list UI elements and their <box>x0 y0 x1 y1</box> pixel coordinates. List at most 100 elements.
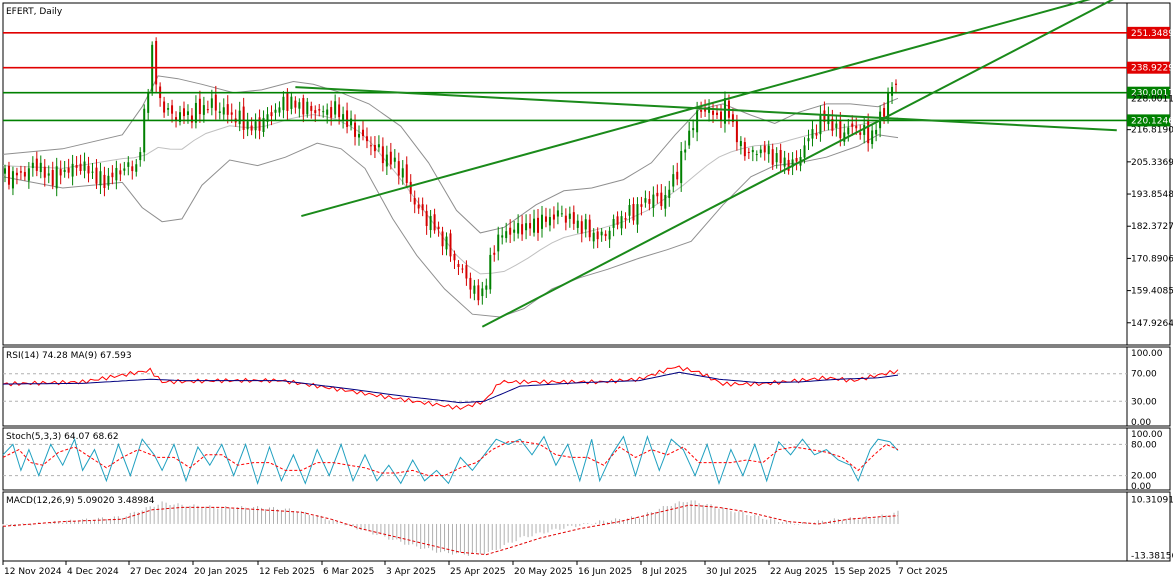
candle-body <box>596 231 599 240</box>
candle-body <box>202 105 205 115</box>
stoch-k-line <box>2 434 899 486</box>
candle-body <box>668 189 671 199</box>
candle-body <box>883 108 886 117</box>
candle-body <box>644 198 647 203</box>
price-panel: EFERT, Daily 216.8190 205.3369 193.8548 182.… <box>2 0 1173 346</box>
candle-body <box>123 168 126 171</box>
candle-body <box>75 165 78 168</box>
candle-body <box>676 171 679 180</box>
y-tick-label: 170.8906 <box>1131 254 1173 264</box>
y-tick-label: 159.4085 <box>1131 287 1173 297</box>
candle-body <box>186 111 189 115</box>
candle-body <box>576 220 579 228</box>
candle-body <box>525 223 528 231</box>
lower-bollinger-band <box>2 134 899 318</box>
candle-body <box>564 215 567 223</box>
candle-body <box>835 123 838 128</box>
macd-signal-line <box>2 504 899 556</box>
candle-body <box>369 145 372 147</box>
candle-body <box>608 230 611 240</box>
price-level-tag <box>1127 61 1170 74</box>
candle-body <box>743 142 746 157</box>
candle-body <box>815 133 818 136</box>
x-tick-label: 30 Jul 2025 <box>706 567 757 577</box>
candle-body <box>863 124 866 135</box>
candle-body <box>155 40 158 85</box>
candle-body <box>847 127 850 135</box>
candle-body <box>258 117 261 131</box>
candle-body <box>684 149 687 153</box>
candle-body <box>568 213 571 219</box>
candle-body <box>696 110 699 133</box>
candle-body <box>588 219 591 238</box>
panel-title: MACD(12,26,9) 5.09020 3.48984 <box>6 496 155 506</box>
candle-body <box>497 234 500 252</box>
candle-body <box>895 83 898 85</box>
candle-body <box>739 141 742 147</box>
candle-body <box>509 227 512 235</box>
candle-body <box>529 223 532 229</box>
x-tick-label: 15 Sep 2025 <box>834 567 891 577</box>
candle-body <box>624 218 627 220</box>
candle-body <box>226 104 229 115</box>
macd-panel: MACD(12,26,9) 5.09020 3.48984 10.31091 -13… <box>2 491 1173 562</box>
candle-body <box>43 166 46 178</box>
candle-body <box>298 102 301 109</box>
candle-body <box>111 172 114 178</box>
candle-body <box>35 158 38 171</box>
candle-body <box>457 263 460 268</box>
candle-body <box>55 166 58 189</box>
macd-tick-label: 10.31091 <box>1131 496 1173 506</box>
candle-body <box>254 121 257 131</box>
stoch-tick-label: 100.00 <box>1131 430 1163 440</box>
candle-body <box>731 114 734 123</box>
candle-body <box>302 98 305 115</box>
candle-body <box>385 154 388 167</box>
candle-body <box>636 204 639 225</box>
candle-body <box>365 136 368 142</box>
rsi-line <box>2 365 899 410</box>
candle-body <box>31 162 34 169</box>
x-tick-label: 20 Jan 2025 <box>194 567 248 577</box>
candle-body <box>282 96 285 111</box>
candle-body <box>143 108 146 153</box>
candle-body <box>27 168 30 181</box>
candle-body <box>640 204 643 207</box>
candle-body <box>763 145 766 153</box>
candle-body <box>489 254 492 290</box>
candle-body <box>314 110 317 114</box>
candle-body <box>79 163 82 172</box>
candle-body <box>182 108 185 117</box>
trendline <box>301 0 1091 218</box>
candle-body <box>843 132 846 142</box>
candle-body <box>600 231 603 236</box>
candle-body <box>238 110 241 125</box>
candle-body <box>71 163 74 177</box>
panel-frame <box>2 427 1128 491</box>
candle-body <box>103 174 106 189</box>
candle-body <box>59 169 62 176</box>
candle-body <box>660 192 663 207</box>
y-tick-label: 216.8190 <box>1131 126 1173 136</box>
candle-body <box>51 169 54 186</box>
trendline <box>295 86 1117 132</box>
candle-body <box>286 93 289 111</box>
x-tick-label: 12 Nov 2024 <box>4 567 62 577</box>
candle-body <box>15 172 18 176</box>
candle-body <box>250 125 253 131</box>
candle-body <box>700 110 703 112</box>
candle-body <box>719 111 722 121</box>
candle-body <box>807 138 810 142</box>
candle-body <box>230 112 233 115</box>
x-tick-label: 22 Aug 2025 <box>770 567 828 577</box>
candle-body <box>556 210 559 217</box>
candle-body <box>481 288 484 297</box>
candle-body <box>688 130 691 146</box>
candle-body <box>672 174 675 187</box>
candle-body <box>851 123 854 127</box>
candle-body <box>548 217 551 226</box>
candle-body <box>3 168 6 174</box>
candle-body <box>493 252 496 255</box>
